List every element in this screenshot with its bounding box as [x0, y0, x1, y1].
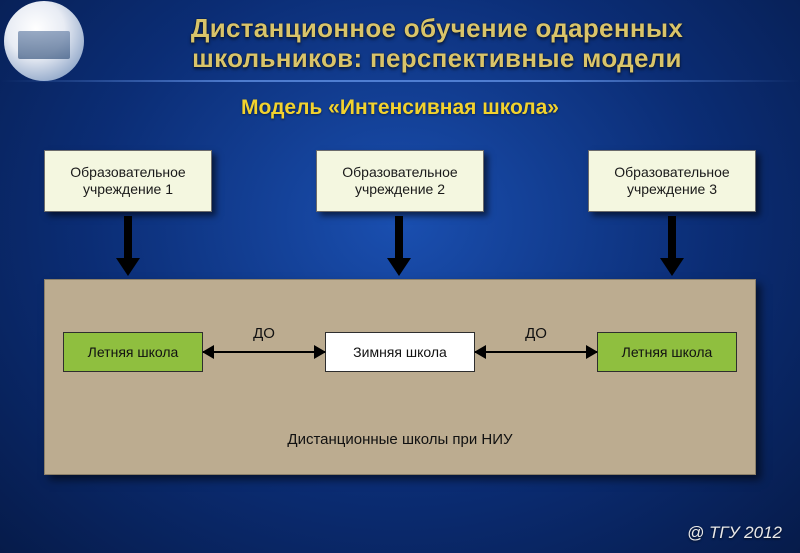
header: Дистанционное обучение одаренных школьни… — [0, 0, 800, 82]
arrow-down-icon — [395, 216, 403, 260]
logo-image — [4, 1, 84, 81]
footer-text: @ ТГУ 2012 — [687, 523, 782, 543]
subtitle: Модель «Интенсивная школа» — [0, 96, 800, 120]
institution-3-line2: учреждение 3 — [614, 181, 729, 199]
title-line-2: школьников: перспективные модели — [84, 44, 790, 74]
institution-2-line2: учреждение 2 — [342, 181, 457, 199]
arrow-down-icon — [124, 216, 132, 260]
title: Дистанционное обучение одаренных школьни… — [84, 8, 800, 74]
connector-left: ДО — [203, 351, 325, 353]
title-line-1: Дистанционное обучение одаренных — [84, 14, 790, 44]
connector-label-left: ДО — [203, 325, 325, 342]
institution-2-line1: Образовательное — [342, 164, 457, 182]
winter-school-box: Зимняя школа — [325, 332, 475, 372]
institution-1-line1: Образовательное — [70, 164, 185, 182]
panel-caption: Дистанционные школы при НИУ — [45, 431, 755, 448]
schools-panel: Летняя школа ДО Зимняя школа ДО Летняя ш… — [44, 279, 756, 475]
institution-box-3: Образовательное учреждение 3 — [588, 150, 756, 212]
arrow-down-icon — [668, 216, 676, 260]
institution-3-line1: Образовательное — [614, 164, 729, 182]
institution-box-2: Образовательное учреждение 2 — [316, 150, 484, 212]
summer-school-box-left: Летняя школа — [63, 332, 203, 372]
connector-label-right: ДО — [475, 325, 597, 342]
institution-1-line2: учреждение 1 — [70, 181, 185, 199]
institution-box-1: Образовательное учреждение 1 — [44, 150, 212, 212]
summer-school-box-right: Летняя школа — [597, 332, 737, 372]
schools-row: Летняя школа ДО Зимняя школа ДО Летняя ш… — [45, 330, 755, 374]
connector-right: ДО — [475, 351, 597, 353]
institution-row: Образовательное учреждение 1 Образовател… — [0, 150, 800, 212]
header-divider — [0, 80, 800, 82]
